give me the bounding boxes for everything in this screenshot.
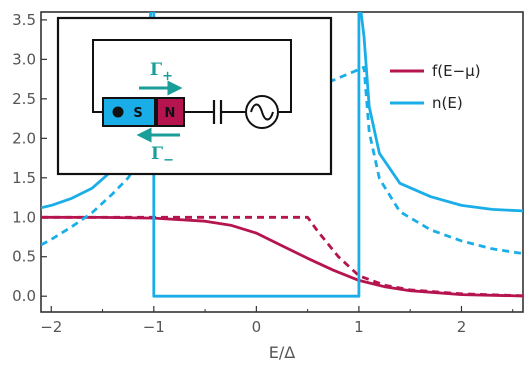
ac-sine-icon xyxy=(250,103,274,121)
x-axis-title: E/Δ xyxy=(269,343,296,362)
series-f-solid-line xyxy=(41,215,523,298)
legend: f(E−μ) n(E) xyxy=(390,62,481,112)
rate-plus-label: Γ+ xyxy=(150,60,173,84)
series-n-solid-line xyxy=(41,12,523,298)
series-layer xyxy=(41,12,523,298)
y-tick-label: 1.0 xyxy=(12,208,36,226)
normal-metal-label: N xyxy=(165,106,176,121)
y-tick-label: 0.0 xyxy=(12,287,36,305)
x-tick-label: 1 xyxy=(354,318,364,336)
legend-label-n: n(E) xyxy=(432,94,463,112)
x-tick-label: −2 xyxy=(40,318,62,336)
dot-icon xyxy=(112,106,124,118)
y-axis-ticks: 0.0 0.5 1.0 1.5 2.0 2.5 3.0 3.5 xyxy=(12,11,47,305)
plot-frame xyxy=(40,11,524,313)
y-tick-label: 2.0 xyxy=(12,129,36,147)
rate-minus-label: Γ− xyxy=(151,144,174,168)
series-f-dashed-line xyxy=(41,215,523,298)
superconductor-label: S xyxy=(133,106,142,121)
inset-circuit: S N Γ+ Γ− xyxy=(56,16,333,176)
circuit-wire xyxy=(92,39,292,113)
x-tick-label: 0 xyxy=(252,318,262,336)
series-n-dashed-line xyxy=(41,65,523,255)
legend-label-f: f(E−μ) xyxy=(432,62,481,80)
x-axis-ticks: −2 −1 0 1 2 xyxy=(40,306,514,336)
y-tick-label: 1.5 xyxy=(12,169,36,187)
y-tick-label: 2.5 xyxy=(12,90,36,108)
x-tick-label: 2 xyxy=(457,318,467,336)
x-tick-label: −1 xyxy=(143,318,165,336)
normal-metal-block xyxy=(156,97,185,127)
inset-frame xyxy=(56,16,333,176)
y-tick-label: 0.5 xyxy=(12,248,36,266)
y-tick-label: 3.5 xyxy=(12,11,36,29)
y-tick-label: 3.0 xyxy=(12,50,36,68)
superconductor-block xyxy=(102,97,156,127)
